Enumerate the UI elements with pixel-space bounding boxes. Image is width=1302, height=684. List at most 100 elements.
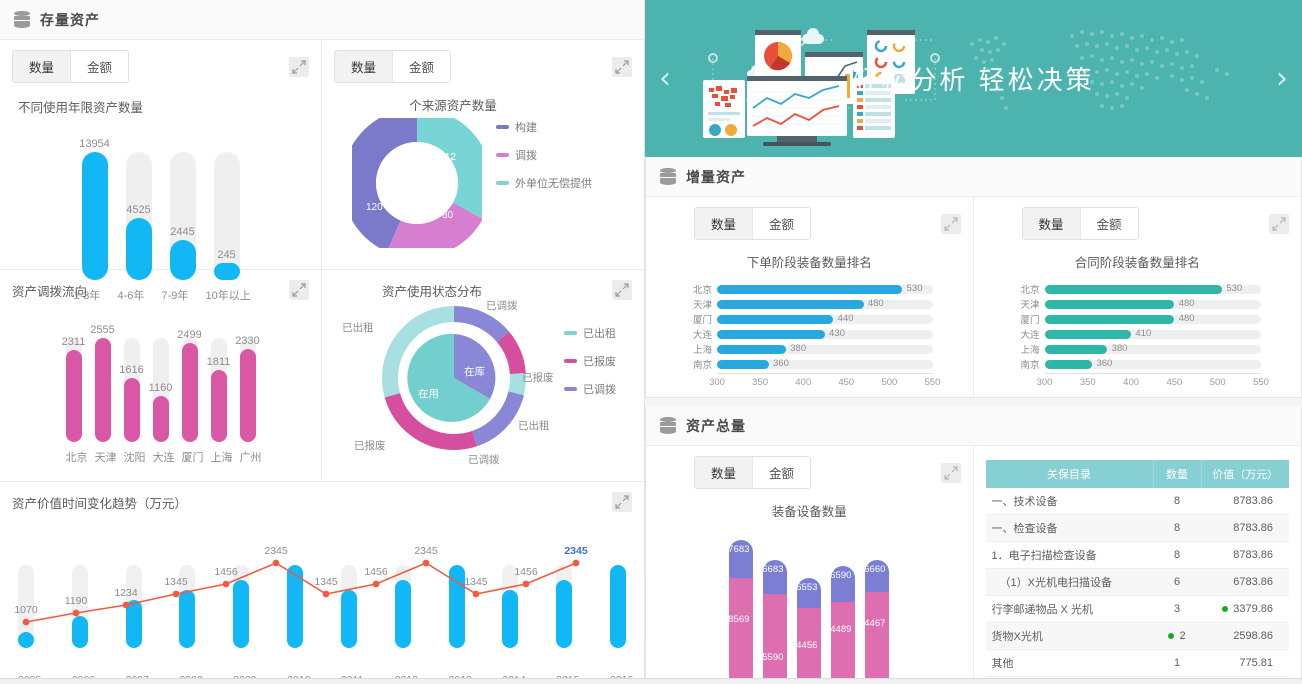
bar-item[interactable] xyxy=(448,528,465,648)
bar-item[interactable]: 13954 xyxy=(79,130,110,280)
bar-item[interactable]: 2499 xyxy=(177,322,202,442)
bar-item[interactable]: 2555 xyxy=(90,322,115,442)
expand-icon[interactable] xyxy=(289,56,309,77)
expand-icon[interactable] xyxy=(612,492,632,512)
legend-item[interactable]: 已报废 xyxy=(564,353,616,369)
expand-icon[interactable] xyxy=(940,462,961,483)
legend-item[interactable]: 已调拨 xyxy=(564,381,616,397)
nested-ring[interactable]: 在库 在用 已调拨 已报废 已出租 已调拨 已报废 已出租 xyxy=(342,300,554,466)
col-header-name[interactable]: 关保目录 xyxy=(985,460,1154,488)
bar-item[interactable] xyxy=(340,528,357,648)
bar-item[interactable] xyxy=(179,528,196,648)
col-header-qty[interactable]: 数量 xyxy=(1153,460,1202,488)
stock-chart-grid: 数量 金额 不同使用年限资产数量 13954 4525 xyxy=(0,40,644,684)
toggle-amount[interactable]: 金额 xyxy=(753,208,811,239)
bar-row[interactable]: 南京 360 xyxy=(686,358,933,371)
chart-card-asset-age: 数量 金额 不同使用年限资产数量 13954 4525 xyxy=(0,40,322,302)
bar-item[interactable]: 6683 5590 xyxy=(763,530,788,684)
bar-item[interactable] xyxy=(502,528,519,648)
bar-item[interactable]: 1616 xyxy=(119,322,144,442)
total-asset-body: 数量 金额 装备设备数量 7683 8569 xyxy=(646,446,1301,684)
bar-row[interactable]: 厦门 440 xyxy=(686,313,933,326)
col-header-value[interactable]: 价值（万元） xyxy=(1201,460,1289,488)
table-row[interactable]: 1．电子扫描检查设备 8 8783.86 xyxy=(985,541,1289,569)
bar-item[interactable]: 1811 xyxy=(207,322,230,442)
total-asset-title: 资产总量 xyxy=(686,417,746,434)
carousel-next-icon[interactable]: › xyxy=(1276,60,1288,96)
bar-item[interactable]: 2445 xyxy=(169,130,196,280)
bar-row[interactable]: 大连 430 xyxy=(686,328,933,341)
bar-row[interactable]: 上海 380 xyxy=(686,343,933,356)
bar-item[interactable]: 6660 4467 xyxy=(865,530,890,684)
table-row[interactable]: 一、技术设备 8 8783.86 xyxy=(985,488,1289,515)
bar-item[interactable] xyxy=(18,528,34,648)
table-row[interactable]: 行李邮递物品 X 光机 3 3379.86 xyxy=(985,595,1289,623)
expand-icon[interactable] xyxy=(612,280,632,300)
metric-toggle-equipment[interactable]: 数量 金额 xyxy=(694,456,812,489)
bar-item[interactable]: 6553 4456 xyxy=(797,530,822,684)
axis-tick: 300 xyxy=(709,377,725,388)
toggle-quantity[interactable]: 数量 xyxy=(1022,208,1081,239)
bar-value: 2555 xyxy=(90,324,115,336)
metric-toggle-asset-source[interactable]: 数量 金额 xyxy=(334,50,452,83)
database-icon xyxy=(660,168,676,185)
carousel-prev-icon[interactable]: ‹ xyxy=(659,60,671,96)
bar-item[interactable] xyxy=(394,528,411,648)
bar-item[interactable]: 4525 xyxy=(125,130,152,280)
bar-value: 1160 xyxy=(148,382,173,394)
toggle-amount[interactable]: 金额 xyxy=(753,457,811,488)
bar-item[interactable]: 2311 xyxy=(62,322,85,442)
bar-item[interactable]: 1160 xyxy=(149,322,172,442)
bar-row[interactable]: 南京 360 xyxy=(1014,358,1261,371)
increment-asset-header: 增量资产 xyxy=(646,157,1301,197)
bar-row[interactable]: 天津 480 xyxy=(1014,298,1261,311)
toggle-amount[interactable]: 金额 xyxy=(71,51,129,82)
metric-toggle-asset-age[interactable]: 数量 金额 xyxy=(12,50,130,83)
metric-toggle-contract-stage[interactable]: 数量 金额 xyxy=(1021,207,1139,240)
bar-row[interactable]: 上海 380 xyxy=(1014,343,1261,356)
toggle-quantity[interactable]: 数量 xyxy=(695,208,754,239)
bar-row[interactable]: 厦门 480 xyxy=(1014,313,1261,326)
legend-item[interactable]: 外单位无偿提供 xyxy=(496,175,592,191)
legend-label: 外单位无偿提供 xyxy=(515,178,592,190)
bar-row[interactable]: 大连 410 xyxy=(1014,328,1261,341)
donut-ring[interactable]: 112 80 120 xyxy=(342,108,492,258)
bar-item[interactable] xyxy=(233,528,250,648)
table-row[interactable]: 其他 1 775.81 xyxy=(985,649,1289,677)
bar-item[interactable] xyxy=(609,528,626,648)
metric-toggle-order-stage[interactable]: 数量 金额 xyxy=(694,207,812,240)
expand-icon[interactable] xyxy=(1269,213,1289,234)
bar-item[interactable]: 6590 4489 xyxy=(831,530,856,684)
bar-item[interactable]: 7683 8569 xyxy=(729,530,754,684)
toggle-quantity[interactable]: 数量 xyxy=(695,457,754,488)
toggle-quantity[interactable]: 数量 xyxy=(13,51,72,82)
bar-item[interactable] xyxy=(71,528,88,648)
legend-item[interactable]: 调拨 xyxy=(496,147,592,163)
legend-label: 已出租 xyxy=(583,328,616,340)
table-row[interactable]: 一、检查设备 8 8783.86 xyxy=(985,514,1289,542)
stock-asset-column: 存量资产 数量 金额 不同使用年限资产数量 xyxy=(0,0,645,684)
bar-row[interactable]: 北京 530 xyxy=(686,283,933,296)
axis-tick: 450 xyxy=(838,377,855,388)
bar-row[interactable]: 天津 480 xyxy=(686,298,933,311)
bar-item[interactable] xyxy=(287,528,304,648)
segment-value: 8569 xyxy=(729,614,750,625)
toggle-amount[interactable]: 金额 xyxy=(1080,208,1138,239)
bar-item[interactable]: 245 xyxy=(213,130,240,280)
chart-title-asset-transfer: 资产调拨流向 xyxy=(12,284,88,299)
expand-icon[interactable] xyxy=(289,280,309,300)
table-row[interactable]: （1）X光机电扫描设备 6 6783.86 xyxy=(985,568,1289,596)
chart-card-asset-transfer: 资产调拨流向 2311 2555 1616 xyxy=(0,270,322,482)
bar-item[interactable]: 2330 xyxy=(235,322,260,442)
legend-item[interactable]: 已出租 xyxy=(564,325,616,341)
table-row[interactable]: 货物X光机 2 2598.86 xyxy=(985,622,1289,650)
cell-qty: 6 xyxy=(1153,568,1201,596)
order-stage-bars: 北京 530 天津 480 厦门 440 大连 430 上海 380 南京 36… xyxy=(658,283,961,389)
toggle-amount[interactable]: 金额 xyxy=(393,51,451,82)
bar-row[interactable]: 北京 530 xyxy=(1014,283,1261,296)
expand-icon[interactable] xyxy=(940,213,961,234)
bar-value: 2330 xyxy=(235,335,260,347)
toggle-quantity[interactable]: 数量 xyxy=(335,51,394,82)
expand-icon[interactable] xyxy=(612,56,632,77)
legend-item[interactable]: 构建 xyxy=(496,119,592,135)
